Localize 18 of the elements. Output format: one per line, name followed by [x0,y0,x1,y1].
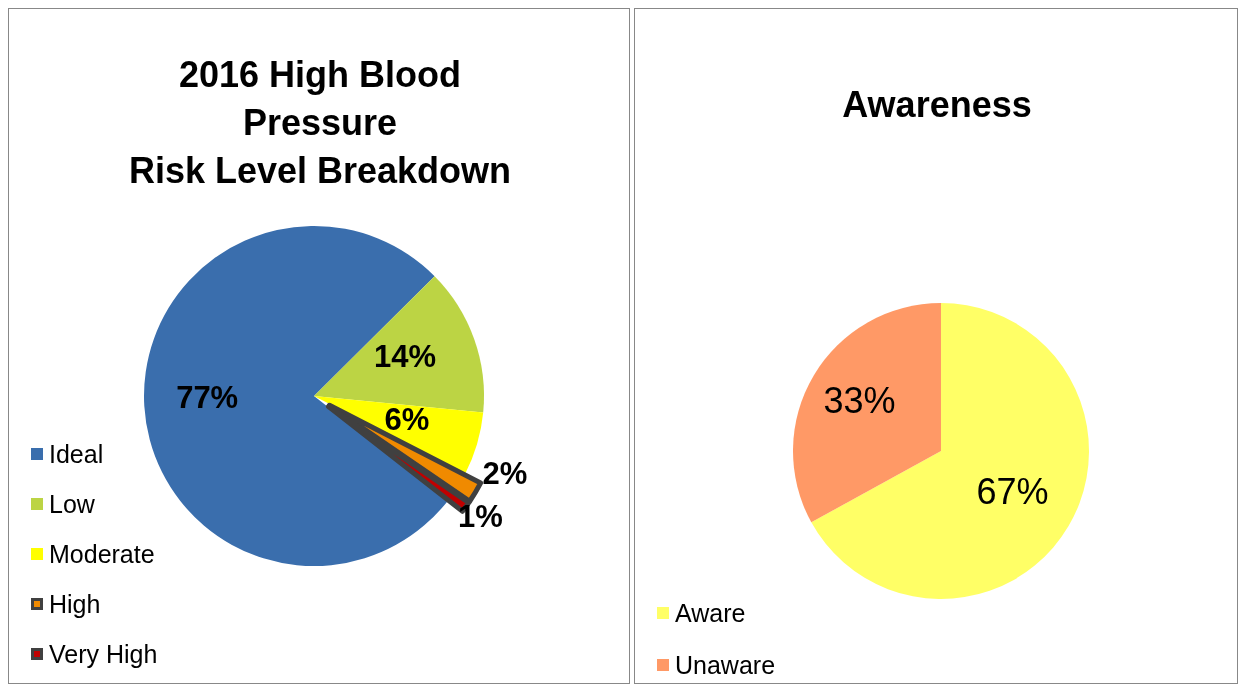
data-label: 77% [176,379,239,415]
chart-title: Awareness [841,83,1033,127]
pie-slice [793,303,941,523]
legend-label: Very High [49,639,158,669]
legend-label: Aware [675,598,746,628]
data-label: 33% [823,380,896,422]
data-label: 2% [482,455,528,491]
legend-label: Moderate [49,539,155,569]
chart-title: 2016 High Blood Pressure Risk Level Breakdown [127,53,513,193]
data-label: 6% [384,402,430,438]
legend-label: Unaware [675,650,776,680]
data-label: 1% [458,499,503,534]
pie-slice [811,303,1089,599]
legend-label: Low [49,489,95,519]
legend-label: Ideal [49,439,104,469]
legend-label: High [49,589,101,619]
data-label: 67% [976,470,1049,512]
data-label: 14% [374,339,437,375]
